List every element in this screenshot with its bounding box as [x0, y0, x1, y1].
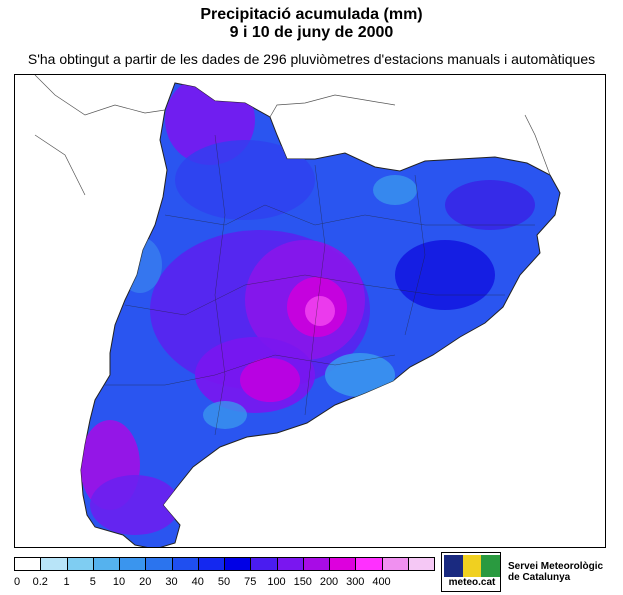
map-subtitle: S'ha obtingut a partir de les dades de 2… [27, 51, 596, 67]
legend-swatch [14, 557, 42, 571]
logo-text: meteo.cat [448, 577, 496, 588]
precipitation-map [14, 74, 606, 548]
logo-wave-icon [444, 555, 463, 577]
legend-swatch [145, 557, 173, 571]
legend-swatch [250, 557, 278, 571]
meteocat-logo: meteo.cat [441, 552, 501, 592]
logo-cloud-icon [481, 555, 501, 577]
legend-swatch [66, 557, 94, 571]
legend-swatch [119, 557, 147, 571]
org-line-1: Servei Meteorològic [508, 561, 604, 572]
organization-name: Servei Meteorològic de Catalunya [508, 561, 603, 583]
legend-tick-label: 0.2 [32, 576, 48, 588]
color-scale-labels: 0 0.2 1 5 10 20 30 40 50 75 100 150 200 300 400 [14, 576, 444, 590]
legend-swatch [381, 557, 409, 571]
color-scale [14, 557, 435, 573]
neighbour-borders [34, 75, 551, 196]
org-line-2: de Catalunya [508, 572, 571, 583]
legend-tick-label: 1 [63, 576, 70, 588]
legend-swatch [276, 557, 304, 571]
legend-swatch [355, 557, 383, 571]
legend-swatch [171, 557, 199, 571]
legend-swatch [302, 557, 330, 571]
map-title: Precipitació acumulada (mm) [200, 6, 423, 23]
legend-swatch [407, 557, 435, 571]
county-borders [105, 134, 535, 436]
legend-tick-label: 200 [319, 576, 339, 588]
legend-tick-label: 50 [217, 576, 231, 588]
logo-sun-icon [462, 555, 482, 577]
legend-tick-label: 5 [89, 576, 96, 588]
legend-tick-label: 400 [372, 576, 391, 588]
map-date: 9 i 10 de juny de 2000 [229, 24, 394, 41]
legend-tick-label: 10 [112, 576, 126, 588]
legend-tick-label: 100 [267, 576, 286, 588]
legend-tick-label: 300 [346, 576, 365, 588]
legend-swatch [40, 557, 68, 571]
legend-tick-label: 0 [13, 576, 21, 588]
legend-swatch [224, 557, 252, 571]
legend-swatch [197, 557, 225, 571]
legend-tick-label: 30 [165, 576, 178, 588]
legend-tick-label: 75 [244, 576, 257, 588]
legend-swatch [329, 557, 357, 571]
legend-swatch [92, 557, 120, 571]
map-canvas [34, 75, 561, 547]
legend-tick-label: 40 [191, 576, 204, 588]
legend-tick-label: 20 [139, 576, 152, 588]
legend-tick-label: 150 [293, 576, 312, 588]
